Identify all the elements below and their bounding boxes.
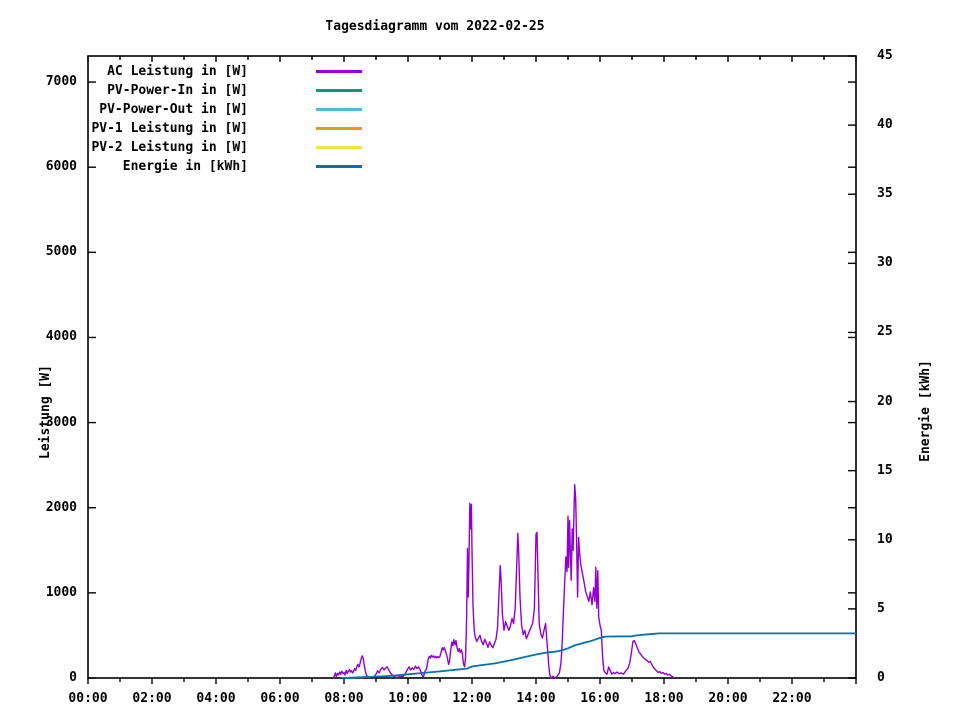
x-tick-label: 10:00 [388, 691, 428, 706]
legend-line-swatch [316, 127, 362, 130]
legend-label: PV-2 Leistung in [W] [91, 140, 248, 155]
y2-tick-label: 0 [877, 670, 885, 685]
x-tick-label: 22:00 [772, 691, 812, 706]
legend-item: AC Leistung in [W] [0, 64, 960, 79]
legend-item: PV-Power-Out in [W] [0, 102, 960, 117]
y1-tick-label: 5000 [45, 244, 77, 260]
y1-tick-label: 1000 [45, 584, 77, 600]
y1-tick-label: 6000 [45, 159, 77, 175]
y2-tick-label: 35 [877, 186, 893, 202]
y2-tick-label: 20 [877, 393, 893, 409]
x-tick-label: 06:00 [260, 691, 300, 706]
x-tick-label: 02:00 [132, 691, 172, 706]
legend-item: PV-2 Leistung in [W] [0, 140, 960, 155]
y1-tick-label: 3000 [45, 414, 77, 430]
x-tick-label: 04:00 [196, 691, 236, 706]
y1-tick-label: 0 [69, 670, 77, 685]
x-tick-label: 14:00 [516, 691, 556, 706]
legend-item: PV-Power-In in [W] [0, 83, 960, 98]
legend-line-swatch [316, 108, 362, 111]
x-tick-label: 12:00 [452, 691, 492, 706]
legend-line-swatch [316, 89, 362, 92]
y1-tick-label: 4000 [45, 329, 77, 345]
y2-tick-label: 30 [877, 255, 893, 271]
x-tick-label: 08:00 [324, 691, 364, 706]
chart-title: Tagesdiagramm vom 2022-02-25 [325, 19, 545, 34]
y2-tick-label: 5 [877, 600, 885, 616]
legend-item: PV-1 Leistung in [W] [0, 121, 960, 136]
x-tick-label: 16:00 [580, 691, 620, 706]
x-tick-label: 18:00 [644, 691, 684, 706]
series-line-ac-leistung-in-w- [332, 484, 675, 679]
y2-tick-label: 45 [877, 48, 893, 63]
legend-label: PV-Power-Out in [W] [99, 102, 248, 117]
y1-axis-title: Leistung [W] [38, 365, 53, 459]
x-tick-label: 00:00 [68, 691, 108, 706]
legend-line-swatch [316, 165, 362, 168]
y2-tick-label: 10 [877, 531, 893, 547]
y2-tick-label: 15 [877, 462, 893, 478]
x-tick-label: 20:00 [708, 691, 748, 706]
y1-tick-label: 2000 [45, 499, 77, 515]
legend-label: PV-Power-In in [W] [107, 83, 248, 98]
y2-tick-label: 40 [877, 117, 893, 133]
legend-line-swatch [316, 146, 362, 149]
series-line-energie-in-kwh- [341, 632, 856, 679]
y2-axis-title: Energie [kWh] [918, 360, 933, 462]
y2-tick-label: 25 [877, 324, 893, 340]
legend-label: AC Leistung in [W] [107, 64, 248, 79]
legend-item: Energie in [kWh] [0, 159, 960, 174]
legend-label: Energie in [kWh] [122, 159, 248, 174]
legend-line-swatch [316, 70, 362, 73]
legend-label: PV-1 Leistung in [W] [91, 121, 248, 136]
y1-tick-label: 7000 [45, 74, 77, 90]
